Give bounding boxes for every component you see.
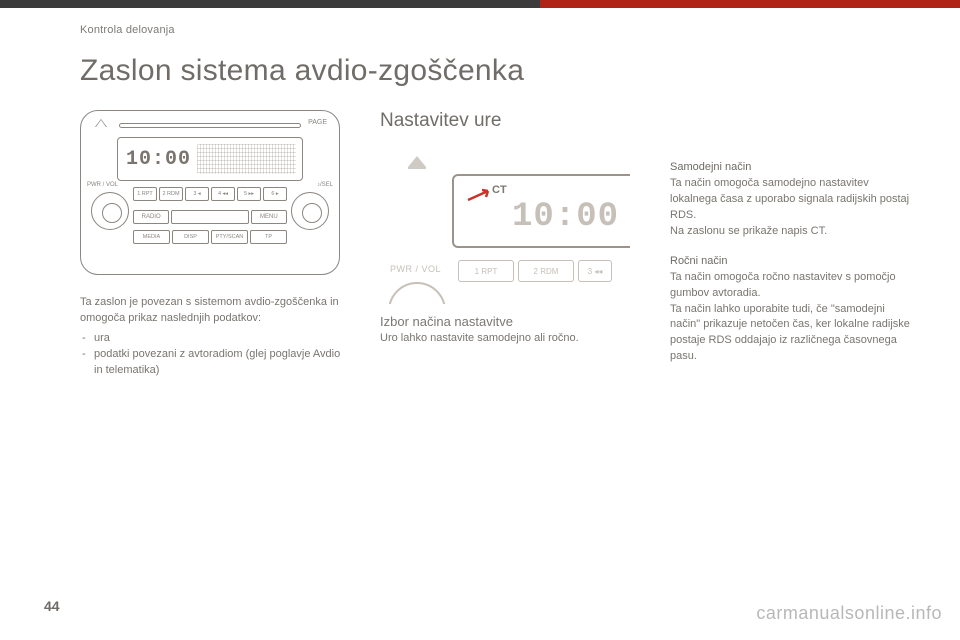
- preset-1: 1 RPT: [133, 187, 157, 201]
- manual-mode-head: Ročni način: [670, 254, 910, 270]
- column-left: PAGE 10:00 PWR / VOL ♪/SEL 1 RPT 2 RDM 3…: [80, 110, 350, 379]
- page-button-label: PAGE: [308, 119, 327, 126]
- preset-2: 2 RDM: [159, 187, 183, 201]
- preset-row: 1 RPT 2 RDM 3 ◂ 4 ◂◂ 5 ▸▸ 6 ▸: [133, 187, 287, 201]
- manual-mode-paragraph: Ročni način Ta način omogoča ročno nasta…: [670, 254, 910, 366]
- topbar-dark-segment: [0, 0, 540, 8]
- radio-row-3: MEDIA DISP PTY/SCAN TP: [133, 230, 287, 244]
- eject-up-icon: [95, 119, 107, 127]
- auto-mode-head: Samodejni način: [670, 160, 910, 176]
- column-middle: Nastavitev ure CT 10:00 PWR / VOL 1 RPT …: [380, 110, 640, 347]
- radio-corner-illustration: CT 10:00 PWR / VOL 1 RPT 2 RDM 3 ◂◂: [380, 144, 630, 304]
- pwr-vol-label: PWR / VOL: [390, 264, 441, 274]
- bullet-2: podatki povezani z avtoradiom (glej pogl…: [80, 347, 350, 379]
- cd-slot: [119, 123, 301, 128]
- radio-button: RADIO: [133, 210, 169, 224]
- knob-left-label: PWR / VOL: [87, 182, 118, 188]
- section-label: Kontrola delovanja: [80, 24, 175, 36]
- knob-left: [91, 192, 129, 230]
- preset-6: 6 ▸: [263, 187, 287, 201]
- col2-caption-head: Izbor načina nastavitve: [380, 314, 640, 329]
- preset-3: 3 ◂: [185, 187, 209, 201]
- radio-corner-time: 10:00: [512, 198, 619, 236]
- page-title: Zaslon sistema avdio-zgoščenka: [80, 54, 524, 88]
- manual-mode-body-2: Ta način lahko uporabite tudi, če "samod…: [670, 302, 910, 366]
- top-accent-bar: [0, 0, 960, 8]
- auto-mode-body-2: Na zaslonu se prikaže napis CT.: [670, 224, 910, 240]
- tp-button: TP: [250, 230, 287, 244]
- corner-btn-1: 1 RPT: [458, 260, 514, 282]
- ct-label: CT: [492, 184, 507, 196]
- media-button: MEDIA: [133, 230, 170, 244]
- radio-lcd-time: 10:00: [118, 148, 191, 171]
- knob-right: [291, 192, 329, 230]
- col2-subheading: Nastavitev ure: [380, 110, 640, 132]
- disp-button: DISP: [172, 230, 209, 244]
- knob-right-label: ♪/SEL: [317, 182, 333, 188]
- watermark-text: carmanualsonline.info: [756, 603, 942, 624]
- corner-btn-2: 2 RDM: [518, 260, 574, 282]
- preset-5: 5 ▸▸: [237, 187, 261, 201]
- radio-corner-buttons: 1 RPT 2 RDM 3 ◂◂: [458, 260, 612, 282]
- manual-page: Kontrola delovanja Zaslon sistema avdio-…: [0, 0, 960, 640]
- radio-unit-illustration: PAGE 10:00 PWR / VOL ♪/SEL 1 RPT 2 RDM 3…: [80, 110, 340, 275]
- col1-intro-text: Ta zaslon je povezan s sistemom avdio-zg…: [80, 295, 350, 327]
- auto-mode-paragraph: Samodejni način Ta način omogoča samodej…: [670, 160, 910, 240]
- column-right: Samodejni način Ta način omogoča samodej…: [670, 160, 910, 379]
- auto-mode-body-1: Ta način omogoča samodejno nastavitev lo…: [670, 176, 910, 224]
- menu-button: MENU: [251, 210, 287, 224]
- pty-scan-button: PTY/SCAN: [211, 230, 248, 244]
- radio-row-2: RADIO MENU: [133, 210, 287, 224]
- corner-btn-3: 3 ◂◂: [578, 260, 612, 282]
- manual-mode-body-1: Ta način omogoča ročno nastavitev s pomo…: [670, 270, 910, 302]
- radio-blank-wide: [171, 210, 248, 224]
- page-number: 44: [44, 598, 60, 614]
- bullet-1: ura: [80, 331, 350, 347]
- preset-4: 4 ◂◂: [211, 187, 235, 201]
- eject-icon: [408, 156, 426, 167]
- topbar-red-segment: [540, 0, 960, 8]
- radio-lcd-dotmatrix: [197, 144, 296, 174]
- col1-bullet-list: ura podatki povezani z avtoradiom (glej …: [80, 331, 350, 379]
- radio-lcd: 10:00: [117, 137, 303, 181]
- col2-caption-body: Uro lahko nastavite samodejno ali ročno.: [380, 331, 640, 347]
